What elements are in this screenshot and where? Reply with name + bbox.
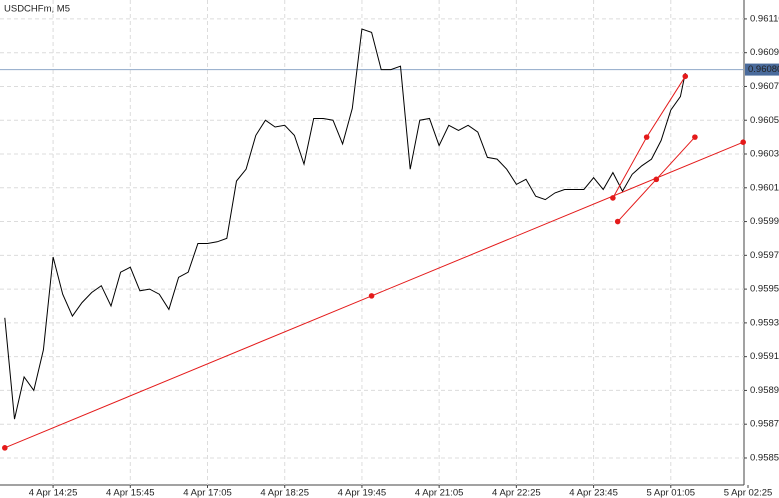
trendline-point (643, 134, 650, 140)
price-line (4, 28, 686, 420)
trendline-point (653, 176, 660, 183)
x-tick-label: 4 Apr 17:05 (183, 488, 232, 498)
x-tick-label: 4 Apr 22:25 (492, 488, 541, 498)
x-tick-label: 5 Apr 01:05 (646, 488, 695, 498)
x-tick-label: 5 Apr 02:25 (724, 488, 773, 498)
trendline-point (610, 195, 616, 201)
current-price-label: 0.96080 (748, 64, 779, 75)
x-tick-label: 4 Apr 18:25 (260, 488, 309, 498)
trendline-point (368, 293, 375, 299)
trendline-point (2, 445, 8, 451)
y-tick-label: 0.95850 (750, 452, 779, 463)
trendline-point (692, 134, 698, 140)
chart-title: USDCHFm, M5 (4, 4, 70, 15)
current-price-tag (745, 63, 779, 76)
x-tick-label: 4 Apr 14:25 (29, 488, 78, 498)
trendline-point (682, 73, 689, 80)
trendline-point (740, 139, 746, 145)
x-tick-label: 4 Apr 19:45 (338, 488, 387, 498)
x-tick-label: 4 Apr 15:45 (106, 488, 155, 498)
x-tick-label: 4 Apr 21:05 (415, 488, 464, 498)
trendline-point (614, 218, 621, 225)
x-tick-label: 4 Apr 23:45 (569, 488, 618, 498)
